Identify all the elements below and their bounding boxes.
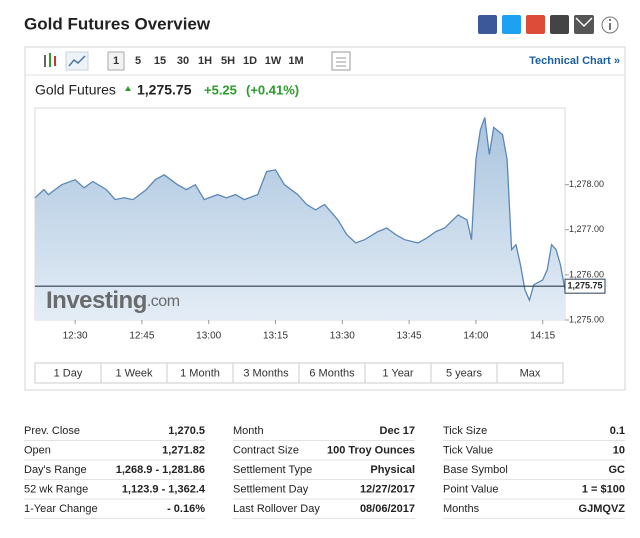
x-tick-label: 14:15 (530, 331, 555, 342)
candle-icon-bar (49, 53, 51, 67)
interval-button[interactable]: 5H (221, 55, 235, 67)
y-tick-label: 1,277.00 (569, 224, 604, 234)
stat-value: 1 = $100 (582, 483, 625, 495)
price-change: +5.25 (204, 82, 237, 97)
range-button-label[interactable]: 1 Month (180, 367, 220, 379)
stat-value: 08/06/2017 (360, 503, 415, 515)
page-title: Gold Futures Overview (24, 14, 211, 33)
interval-button[interactable]: 1D (243, 55, 257, 67)
stat-label: Tick Value (443, 444, 493, 456)
y-tick-label: 1,278.00 (569, 179, 604, 189)
range-button-label[interactable]: 5 years (446, 367, 483, 379)
facebook-button[interactable] (478, 15, 497, 34)
stat-value: 12/27/2017 (360, 483, 415, 495)
x-tick-label: 14:00 (463, 331, 488, 342)
watermark-part: .com (147, 293, 180, 310)
stat-value: Dec 17 (380, 425, 415, 437)
interval-button[interactable]: 1H (198, 55, 212, 67)
range-button-label[interactable]: 3 Months (243, 367, 289, 379)
stat-label: Open (24, 444, 51, 456)
line-chart-button[interactable] (65, 51, 89, 71)
stat-label: Contract Size (233, 444, 299, 456)
info-icon (609, 23, 611, 30)
stat-value: 10 (613, 444, 625, 456)
settings-button[interactable] (331, 51, 351, 71)
info-icon-dot (609, 19, 611, 21)
interval-button[interactable]: 1 (113, 55, 119, 67)
stat-label: Base Symbol (443, 464, 508, 476)
stat-label: 52 wk Range (24, 483, 88, 495)
y-tick-label: 1,276.00 (569, 269, 604, 279)
x-tick-label: 13:45 (397, 331, 422, 342)
technical-chart-link[interactable]: Technical Chart » (529, 55, 620, 67)
stat-value: GC (609, 464, 626, 476)
candle-icon-bar (54, 56, 56, 66)
interval-button[interactable]: 15 (154, 55, 166, 67)
range-button-label[interactable]: 6 Months (309, 367, 355, 379)
range-button-label[interactable]: 1 Year (382, 367, 414, 379)
google-plus-button[interactable] (526, 15, 545, 34)
info-button[interactable] (601, 16, 619, 34)
stat-label: Last Rollover Day (233, 503, 320, 515)
share-icons (478, 15, 619, 34)
interval-button[interactable]: 1M (288, 55, 303, 67)
candle-icon[interactable] (44, 55, 46, 67)
chart: Investing.com 1,275.00 1,276.00 1,277.00 1,2… (34, 107, 606, 342)
watermark: Investing.com (46, 287, 180, 314)
interval-button[interactable]: 5 (135, 55, 141, 67)
price-line (34, 117, 566, 303)
stat-label: Tick Size (443, 425, 487, 437)
stat-label: Settlement Type (233, 464, 312, 476)
stat-value: - 0.16% (167, 503, 205, 515)
stat-label: Settlement Day (233, 483, 309, 495)
stat-value: 1,123.9 - 1,362.4 (122, 483, 206, 495)
range-button-label[interactable]: 1 Week (115, 367, 153, 379)
x-tick-label: 13:30 (330, 331, 355, 342)
stat-label: Day's Range (24, 464, 87, 476)
stat-value: 100 Troy Ounces (327, 444, 415, 456)
email-icon (575, 17, 593, 28)
y-tick-label: 1,275.00 (569, 314, 604, 324)
email-button[interactable] (574, 15, 594, 34)
stat-value: 0.1 (610, 425, 625, 437)
stat-value: 1,270.5 (168, 425, 205, 437)
x-tick-label: 13:15 (263, 331, 288, 342)
watermark-part: Investing (46, 287, 147, 314)
stat-label: 1-Year Change (24, 503, 98, 515)
stocktwits-button[interactable] (550, 15, 569, 34)
up-arrow (125, 86, 131, 91)
interval-button[interactable]: 1W (265, 55, 282, 67)
x-tick-label: 12:45 (129, 331, 154, 342)
range-button-label[interactable]: 1 Day (54, 367, 83, 379)
stat-label: Month (233, 425, 264, 437)
price-change-percent: (+0.41%) (246, 82, 299, 97)
last-price-box (564, 278, 606, 294)
interval-button[interactable]: 30 (177, 55, 189, 67)
price-area (35, 117, 565, 320)
line-chart-icon (68, 55, 86, 67)
stat-label: Months (443, 503, 480, 515)
stat-label: Point Value (443, 483, 498, 495)
stat-label: Prev. Close (24, 425, 80, 437)
x-tick-label: 13:00 (196, 331, 221, 342)
interval-selected (107, 51, 125, 71)
instrument-name: Gold Futures (35, 82, 116, 98)
stat-value: 1,271.82 (162, 444, 205, 456)
range-button[interactable] (496, 362, 564, 384)
last-price: 1,275.75 (137, 82, 192, 98)
chart-type-icons (44, 51, 351, 71)
stat-value: Physical (370, 464, 415, 476)
stat-value: 1,268.9 - 1,281.86 (116, 464, 205, 476)
range-button-label[interactable]: Max (520, 367, 541, 379)
last-price-label: 1,275.75 (567, 281, 602, 291)
twitter-button[interactable] (502, 15, 521, 34)
x-tick-label: 12:30 (63, 331, 88, 342)
stat-value: GJMQVZ (579, 503, 626, 515)
